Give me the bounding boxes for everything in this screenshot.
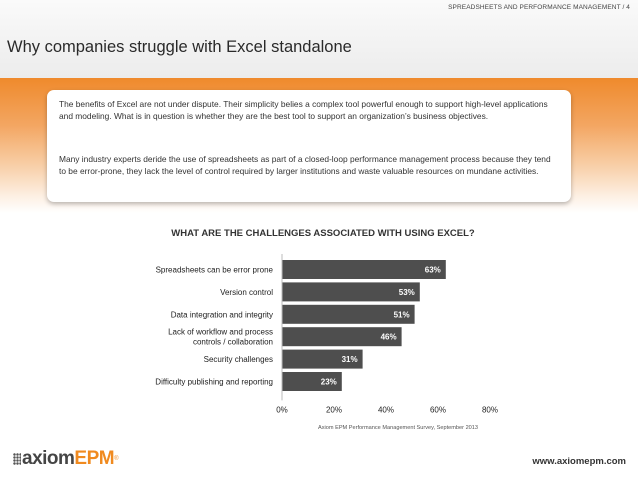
bar-value-label-1: 53% — [399, 288, 415, 297]
intro-text-box: The benefits of Excel are not under disp… — [47, 90, 571, 202]
intro-paragraph-1: The benefits of Excel are not under disp… — [59, 99, 548, 122]
bar-2 — [282, 304, 415, 324]
logo-dots-icon — [13, 453, 21, 465]
category-label-2: Data integration and integrity — [171, 310, 273, 319]
bar-value-label-4: 31% — [342, 355, 358, 364]
chart-title: WHAT ARE THE CHALLENGES ASSOCIATED WITH … — [171, 228, 475, 239]
logo-registered-mark: ® — [114, 456, 119, 462]
bar-value-label-5: 23% — [321, 378, 337, 387]
bar-1 — [282, 282, 420, 302]
x-tick-label-0: 0% — [276, 405, 288, 414]
category-label-3-line-0: Lack of workflow and process — [168, 328, 273, 337]
bar-chart: 63% Spreadsheets can be error prone 53% Ver… — [155, 254, 498, 414]
category-label-1: Version control — [220, 288, 273, 297]
bar-0 — [282, 260, 446, 279]
category-label-3-line-1: controls / collaboration — [193, 338, 273, 347]
axiom-epm-logo: axiom EPM ® — [13, 448, 119, 469]
category-label-5: Difficulty publishing and reporting — [155, 378, 273, 387]
website-url[interactable]: www.axiomepm.com — [532, 456, 626, 467]
x-tick-label-2: 40% — [378, 405, 394, 414]
bar-5 — [282, 372, 342, 391]
category-label-4: Security challenges — [204, 355, 273, 364]
bar-value-label-2: 51% — [394, 310, 410, 319]
category-label-0: Spreadsheets can be error prone — [156, 266, 274, 275]
bar-value-label-0: 63% — [425, 266, 441, 275]
x-tick-label-1: 20% — [326, 405, 342, 414]
logo-epm: EPM — [74, 448, 115, 469]
x-tick-label-4: 80% — [482, 405, 498, 414]
bar-3 — [282, 327, 402, 347]
header-bar: SPREADSHEETS AND PERFORMANCE MANAGEMENT … — [0, 0, 638, 78]
x-tick-label-3: 60% — [430, 405, 446, 414]
bar-value-label-3: 46% — [381, 333, 397, 342]
intro-paragraph-2: Many industry experts deride the use of … — [59, 154, 551, 177]
chart-source: Axiom EPM Performance Management Survey,… — [318, 425, 479, 431]
page-title: Why companies struggle with Excel standa… — [7, 38, 352, 56]
breadcrumb: SPREADSHEETS AND PERFORMANCE MANAGEMENT … — [448, 4, 630, 11]
logo-word: axiom — [22, 448, 75, 469]
bar-4 — [282, 349, 363, 369]
